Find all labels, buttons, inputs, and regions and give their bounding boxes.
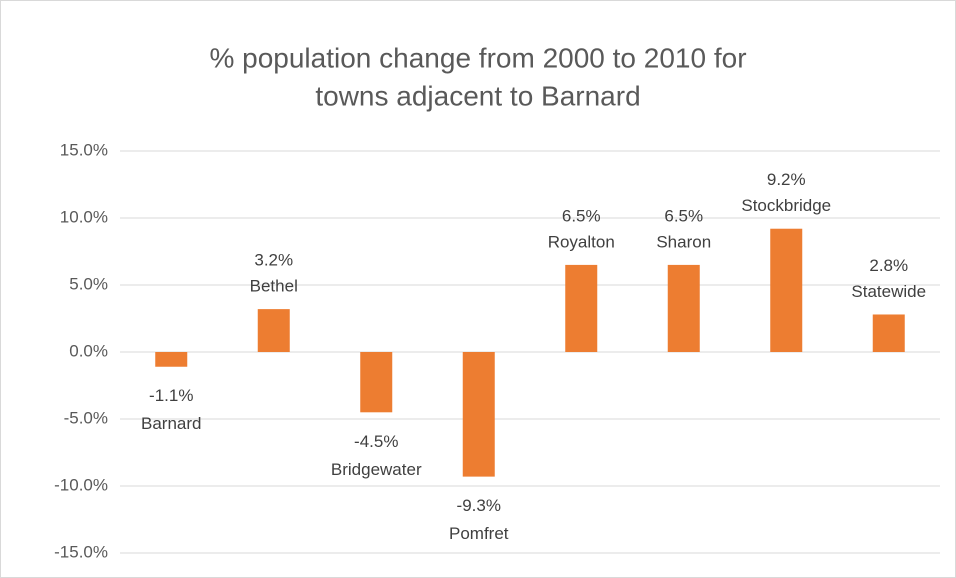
bar: [872, 314, 905, 352]
data-label: 9.2%: [767, 170, 806, 189]
y-tick-label: -5.0%: [64, 408, 108, 427]
bar: [257, 309, 290, 352]
data-label: -1.1%: [149, 386, 193, 405]
category-label: Barnard: [141, 414, 201, 433]
category-label: Stockbridge: [741, 196, 831, 215]
category-label: Statewide: [851, 282, 926, 301]
category-label: Bethel: [250, 277, 298, 296]
category-label: Royalton: [548, 232, 615, 251]
y-tick-label: -15.0%: [54, 542, 108, 561]
bar: [155, 352, 188, 367]
y-tick-label: 10.0%: [60, 207, 108, 226]
y-tick-label: 0.0%: [69, 341, 108, 360]
data-label: -4.5%: [354, 432, 398, 451]
data-label: 3.2%: [254, 251, 293, 270]
bar: [667, 264, 700, 352]
bar: [360, 352, 393, 413]
category-label: Bridgewater: [331, 460, 422, 479]
category-label: Sharon: [656, 232, 711, 251]
data-label: -9.3%: [457, 496, 501, 515]
chart-title: towns adjacent to Barnard: [315, 80, 640, 111]
bar: [565, 264, 598, 352]
category-label: Pomfret: [449, 524, 509, 543]
data-label: 6.5%: [562, 206, 601, 225]
data-label: 6.5%: [664, 206, 703, 225]
y-tick-label: -10.0%: [54, 475, 108, 494]
y-tick-label: 5.0%: [69, 274, 108, 293]
y-tick-label: 15.0%: [60, 140, 108, 159]
chart-title: % population change from 2000 to 2010 fo…: [209, 42, 746, 73]
bar: [770, 228, 803, 352]
bar: [462, 352, 495, 477]
data-label: 2.8%: [869, 256, 908, 275]
